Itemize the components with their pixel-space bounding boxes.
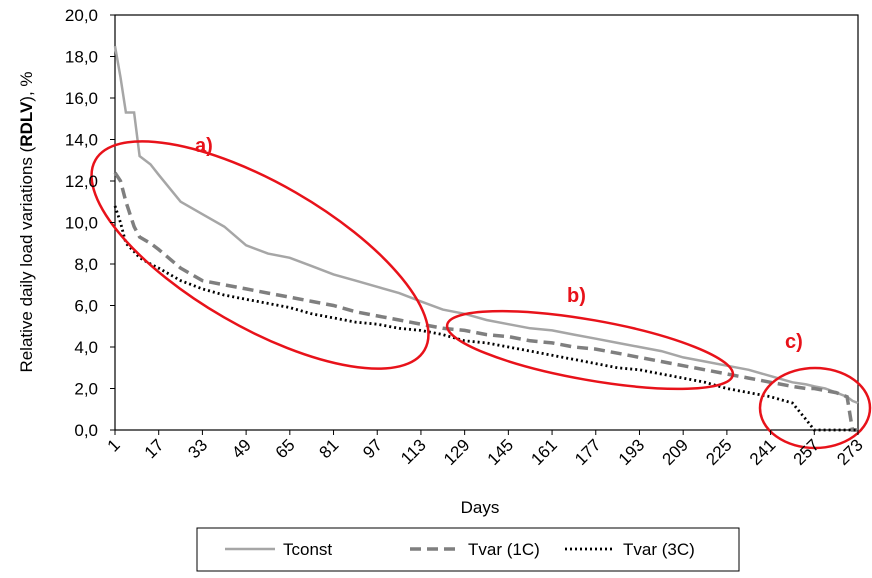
y-tick-label: 16,0 xyxy=(65,89,98,108)
annotations: a) b) c) xyxy=(90,135,872,450)
legend: Tconst Tvar (1C) Tvar (3C) xyxy=(225,540,695,559)
x-tick-label: 241 xyxy=(746,435,779,468)
series-line xyxy=(113,171,858,432)
legend-label: Tvar (3C) xyxy=(623,540,695,559)
y-tick-label: 2,0 xyxy=(74,380,98,399)
y-tick-label: 0,0 xyxy=(74,421,98,440)
y-tick-label: 20,0 xyxy=(65,6,98,25)
x-tick-label: 65 xyxy=(272,435,299,462)
y-tick-label: 6,0 xyxy=(74,297,98,316)
x-tick-label: 177 xyxy=(571,435,604,468)
plot-frame xyxy=(114,14,859,431)
x-tick-label: 273 xyxy=(833,435,866,468)
x-tick-label: 17 xyxy=(141,435,168,462)
y-tick-label: 18,0 xyxy=(65,48,98,67)
x-tick-label: 97 xyxy=(359,435,386,462)
x-tick-label: 161 xyxy=(527,435,560,468)
legend-box xyxy=(196,527,740,572)
y-tick-label: 8,0 xyxy=(74,255,98,274)
x-tick-label: 81 xyxy=(316,435,343,462)
annotation-label: b) xyxy=(567,285,586,307)
x-axis-title: Days xyxy=(461,498,500,517)
x-tick-label: 129 xyxy=(440,435,473,468)
highlight-ellipse xyxy=(758,366,872,450)
y-tick-label: 14,0 xyxy=(65,131,98,150)
series-line xyxy=(113,205,858,432)
y-tick-label: 10,0 xyxy=(65,214,98,233)
y-axis-title: Relative daily load variations (RDLV), % xyxy=(17,71,36,372)
series-line xyxy=(113,45,859,405)
y-tick-label: 12,0 xyxy=(65,172,98,191)
highlight-ellipse xyxy=(90,140,430,370)
x-tick-label: 145 xyxy=(484,435,517,468)
y-tick-label: 4,0 xyxy=(74,338,98,357)
y-title-part: ), % xyxy=(17,71,36,101)
highlight-ellipse xyxy=(445,309,735,391)
x-tick-label: 33 xyxy=(184,435,211,462)
y-title-part: Relative daily load variations ( xyxy=(17,146,36,372)
x-tick-label: 225 xyxy=(702,435,735,468)
legend-label: Tconst xyxy=(283,540,332,559)
y-title-part: RDLV xyxy=(17,101,36,147)
x-tick-label: 113 xyxy=(397,435,430,468)
x-tick-label: 257 xyxy=(790,435,823,468)
legend-label: Tvar (1C) xyxy=(468,540,540,559)
x-tick-label: 49 xyxy=(228,435,255,462)
annotation-label: c) xyxy=(785,331,803,353)
annotation-label: a) xyxy=(195,135,213,157)
x-tick-label: 209 xyxy=(659,435,692,468)
x-tick-label: 1 xyxy=(104,435,124,455)
x-tick-label: 193 xyxy=(615,435,648,468)
series-lines xyxy=(113,45,859,432)
